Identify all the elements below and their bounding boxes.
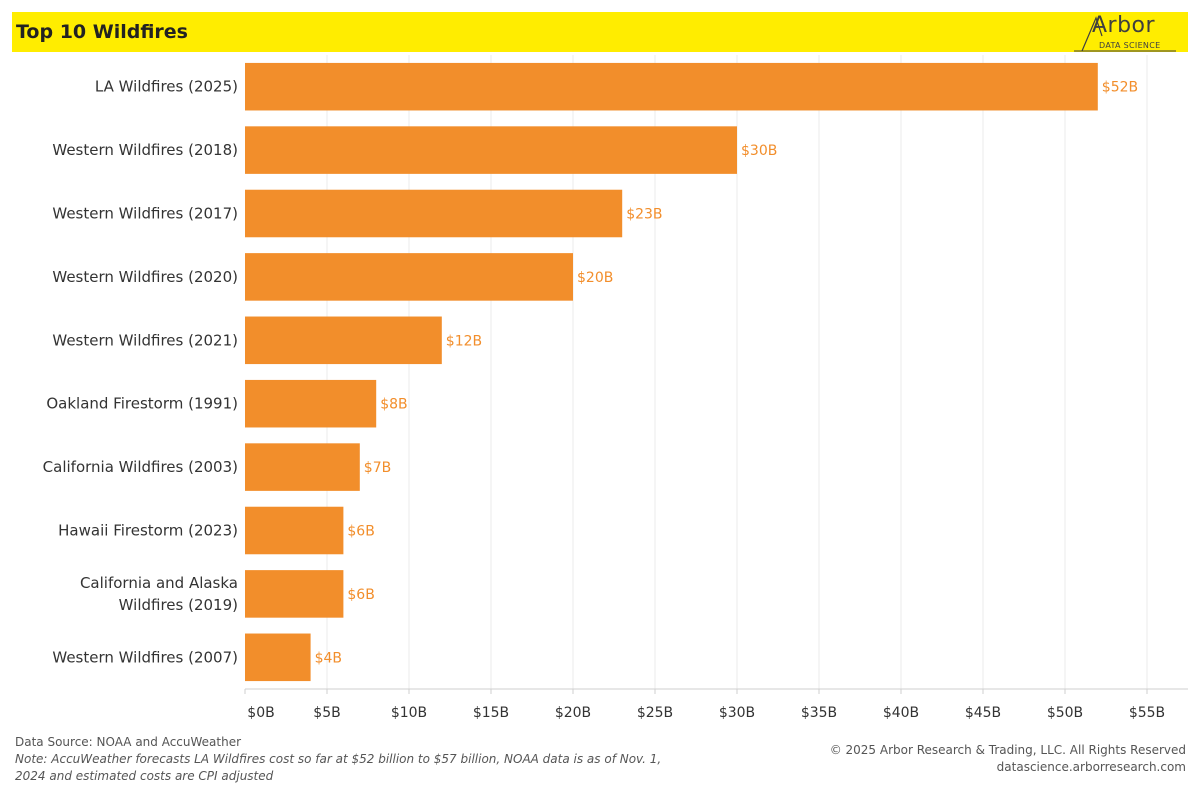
bar-chart: $52B LA Wildfires (2025) $30B Western Wildf… bbox=[43, 55, 1188, 721]
data-label: $7B bbox=[364, 460, 391, 476]
data-label: $30B bbox=[741, 143, 777, 159]
x-tick-label: $10B bbox=[391, 705, 427, 721]
bar bbox=[245, 570, 344, 618]
title-bar: Top 10 Wildfires Arbor DATA SCIENCE bbox=[12, 12, 1188, 52]
bar bbox=[245, 316, 442, 365]
category-label: California and Alaska Wildfires (2019) bbox=[80, 574, 238, 614]
bar bbox=[245, 189, 623, 238]
bar bbox=[245, 253, 573, 301]
category-label: Western Wildfires (2018) bbox=[52, 141, 238, 159]
chart-title: Top 10 Wildfires bbox=[16, 21, 188, 43]
arbor-logo: Arbor DATA SCIENCE bbox=[1072, 13, 1178, 52]
x-tick-label: $30B bbox=[719, 705, 755, 721]
bar bbox=[245, 443, 360, 491]
data-label: $23B bbox=[626, 207, 662, 223]
arbor-logo-mark-icon bbox=[1074, 16, 1176, 52]
x-tick-label: $20B bbox=[555, 705, 591, 721]
category-label: Oakland Firestorm (1991) bbox=[46, 395, 238, 413]
category-label: Western Wildfires (2020) bbox=[52, 268, 238, 286]
data-label: $6B bbox=[347, 587, 374, 603]
data-label: $4B bbox=[315, 650, 342, 666]
bar bbox=[245, 633, 311, 682]
bar bbox=[245, 126, 737, 174]
x-tick-label: $50B bbox=[1047, 705, 1083, 721]
website: datascience.arborresearch.com bbox=[996, 760, 1186, 774]
x-tick-label: $0B bbox=[247, 705, 274, 721]
category-label: Hawaii Firestorm (2023) bbox=[58, 522, 238, 540]
data-label: $20B bbox=[577, 270, 613, 286]
category-label: LA Wildfires (2025) bbox=[95, 78, 238, 96]
footer-right: © 2025 Arbor Research & Trading, LLC. Al… bbox=[830, 742, 1186, 776]
footer-left: Data Source: NOAA and AccuWeather Note: … bbox=[15, 734, 695, 785]
bar bbox=[245, 379, 377, 428]
bar bbox=[245, 62, 1098, 111]
footnote: Note: AccuWeather forecasts LA Wildfires… bbox=[15, 752, 662, 783]
data-source: Data Source: NOAA and AccuWeather bbox=[15, 735, 242, 749]
x-tick-label: $5B bbox=[313, 705, 340, 721]
arbor-logo-subtitle: DATA SCIENCE bbox=[1099, 41, 1161, 50]
x-tick-label: $15B bbox=[473, 705, 509, 721]
arbor-logo-word: Arbor bbox=[1092, 13, 1156, 38]
data-label: $8B bbox=[380, 397, 407, 413]
data-label: $12B bbox=[446, 333, 482, 349]
copyright: © 2025 Arbor Research & Trading, LLC. Al… bbox=[829, 743, 1186, 757]
bar bbox=[245, 506, 344, 555]
category-label: Western Wildfires (2017) bbox=[52, 205, 238, 223]
x-tick-label: $25B bbox=[637, 705, 673, 721]
x-tick-label: $55B bbox=[1129, 705, 1165, 721]
x-tick-label: $35B bbox=[801, 705, 837, 721]
category-label: Western Wildfires (2007) bbox=[52, 648, 238, 666]
x-tick-label: $45B bbox=[965, 705, 1001, 721]
category-label: Western Wildfires (2021) bbox=[52, 331, 238, 349]
x-tick-label: $40B bbox=[883, 705, 919, 721]
data-label: $6B bbox=[347, 524, 374, 540]
data-label: $52B bbox=[1102, 80, 1138, 96]
category-label: California Wildfires (2003) bbox=[43, 458, 238, 476]
